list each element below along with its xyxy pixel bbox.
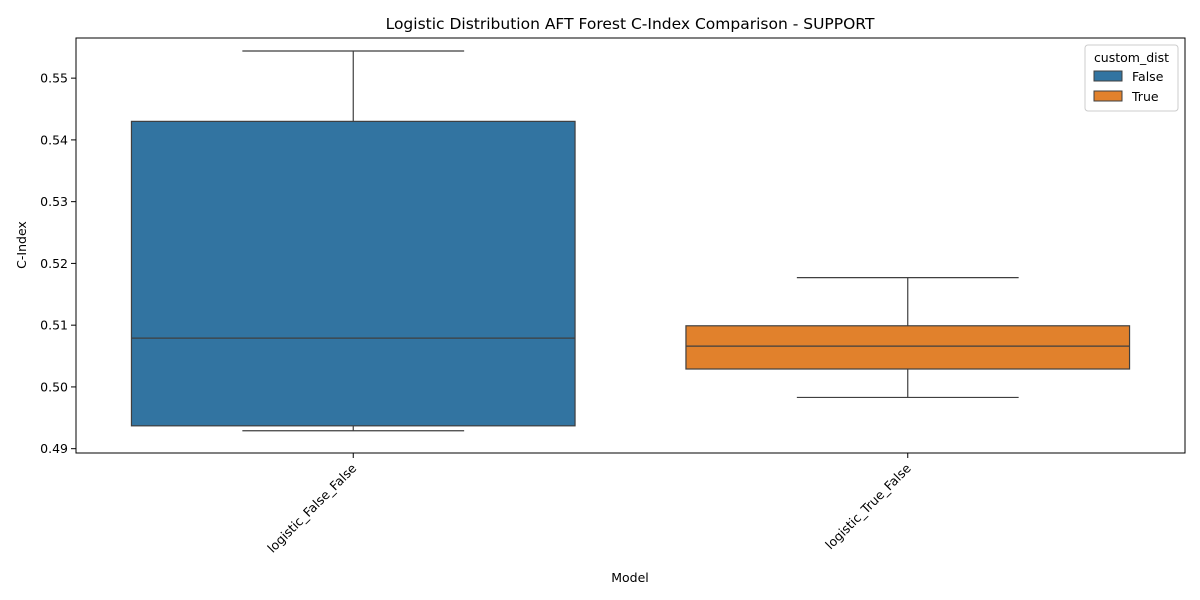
chart-title: Logistic Distribution AFT Forest C-Index… [386, 15, 875, 33]
y-tick-label: 0.55 [40, 71, 68, 86]
axes-frame [75, 37, 1186, 454]
y-tick-label: 0.53 [40, 194, 68, 209]
box-logistic_True_False [685, 325, 1131, 370]
x-tick-label: logistic_True_False [822, 460, 914, 552]
legend: custom_dist False True [1084, 44, 1179, 112]
x-axis-label: Model [611, 570, 649, 585]
y-axis-label: C-Index [14, 221, 29, 269]
plot-area: logistic_False_False logistic_True_False 0… [40, 37, 1186, 556]
y-tick-label: 0.51 [40, 318, 68, 333]
y-tick-label: 0.49 [40, 441, 68, 456]
x-tick-label: logistic_False_False [264, 460, 359, 555]
box-logistic_False_False [130, 120, 576, 427]
legend-swatch [1093, 90, 1123, 102]
y-tick-label: 0.50 [40, 379, 68, 394]
legend-title: custom_dist [1094, 50, 1169, 65]
legend-entry-label: True [1131, 89, 1159, 104]
legend-swatch [1093, 70, 1123, 82]
y-tick-label: 0.52 [40, 256, 68, 271]
y-tick-label: 0.54 [40, 132, 68, 147]
legend-entry-label: False [1132, 69, 1164, 84]
